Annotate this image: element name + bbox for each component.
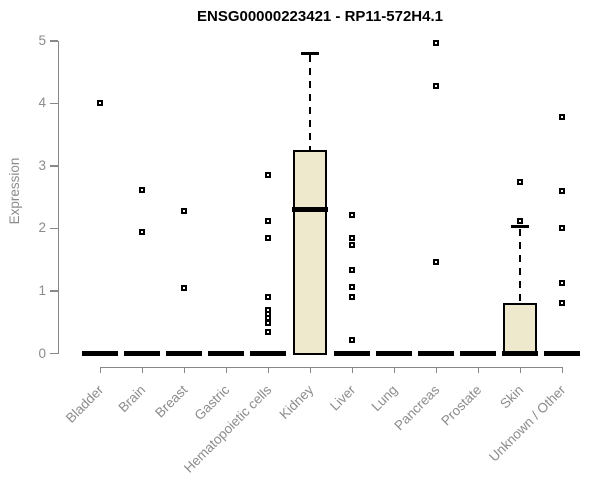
x-axis-tick — [351, 367, 353, 373]
y-axis-tick-label: 5 — [38, 32, 46, 48]
x-axis-tick — [183, 367, 185, 373]
y-axis-tick — [50, 353, 58, 355]
outlier-point — [265, 319, 271, 326]
outlier-point — [349, 234, 355, 241]
upper-whisker-cap — [511, 225, 529, 228]
y-axis-line — [58, 40, 60, 355]
outlier-point — [559, 279, 565, 286]
collapsed-box-median-line — [334, 351, 370, 356]
collapsed-box-median-line — [82, 351, 118, 356]
collapsed-box-median-line — [418, 351, 454, 356]
y-axis-tick-label: 0 — [38, 345, 46, 361]
outlier-point — [139, 186, 145, 193]
y-axis-tick — [50, 40, 58, 42]
collapsed-box-median-line — [166, 351, 202, 356]
outlier-point — [265, 234, 271, 241]
box-iqr — [293, 150, 327, 356]
chart-title: ENSG00000223421 - RP11-572H4.1 — [196, 8, 443, 25]
y-axis-tick — [50, 227, 58, 230]
collapsed-box-median-line — [208, 351, 244, 356]
x-axis-tick — [141, 367, 143, 373]
outlier-point — [433, 82, 439, 89]
collapsed-box-median-line — [124, 351, 160, 356]
outlier-point — [97, 100, 103, 107]
collapsed-box-median-line — [250, 351, 286, 356]
outlier-point — [349, 266, 355, 273]
y-axis-tick-label: 1 — [38, 282, 46, 298]
outlier-point — [559, 300, 565, 307]
x-axis-tick — [99, 367, 101, 373]
outlier-point — [349, 211, 355, 218]
x-axis-tick — [477, 367, 479, 373]
collapsed-box-median-line — [544, 351, 580, 356]
outlier-point — [433, 258, 439, 265]
outlier-point — [265, 329, 271, 336]
upper-whisker-cap — [301, 51, 319, 55]
x-axis-tick — [519, 367, 521, 373]
outlier-point — [349, 283, 355, 290]
median-line — [502, 351, 538, 356]
box-iqr — [503, 303, 537, 356]
x-axis-tick — [267, 367, 269, 373]
x-axis-tick — [435, 367, 437, 373]
outlier-point — [349, 293, 355, 300]
x-axis-line — [100, 366, 563, 368]
outlier-point — [349, 337, 355, 344]
x-axis-tick — [561, 367, 563, 373]
outlier-point — [181, 285, 187, 292]
collapsed-box-median-line — [376, 351, 412, 356]
outlier-point — [265, 217, 271, 224]
collapsed-box-median-line — [460, 351, 496, 356]
x-axis-tick — [309, 367, 311, 373]
upper-whisker-line — [309, 55, 311, 151]
y-axis-tick-label: 4 — [38, 95, 46, 111]
outlier-point — [559, 225, 565, 232]
outlier-point — [139, 228, 145, 235]
y-axis-tick — [50, 102, 58, 105]
y-axis-tick — [50, 165, 58, 167]
outlier-point — [517, 179, 523, 186]
x-axis-tick — [225, 367, 227, 373]
outlier-point — [517, 217, 523, 224]
y-axis-tick-label: 2 — [38, 220, 46, 236]
outlier-point — [349, 241, 355, 248]
median-line — [292, 207, 328, 213]
outlier-point — [433, 39, 439, 46]
outlier-point — [559, 187, 565, 194]
x-axis-tick — [393, 367, 395, 373]
outlier-point — [265, 172, 271, 179]
y-axis-tick-label: 3 — [38, 157, 46, 173]
y-axis-label: Expression — [7, 157, 22, 225]
outlier-point — [559, 114, 565, 121]
outlier-point — [181, 207, 187, 214]
upper-whisker-line — [519, 228, 521, 304]
outlier-point — [265, 294, 271, 301]
y-axis-tick — [50, 290, 58, 292]
